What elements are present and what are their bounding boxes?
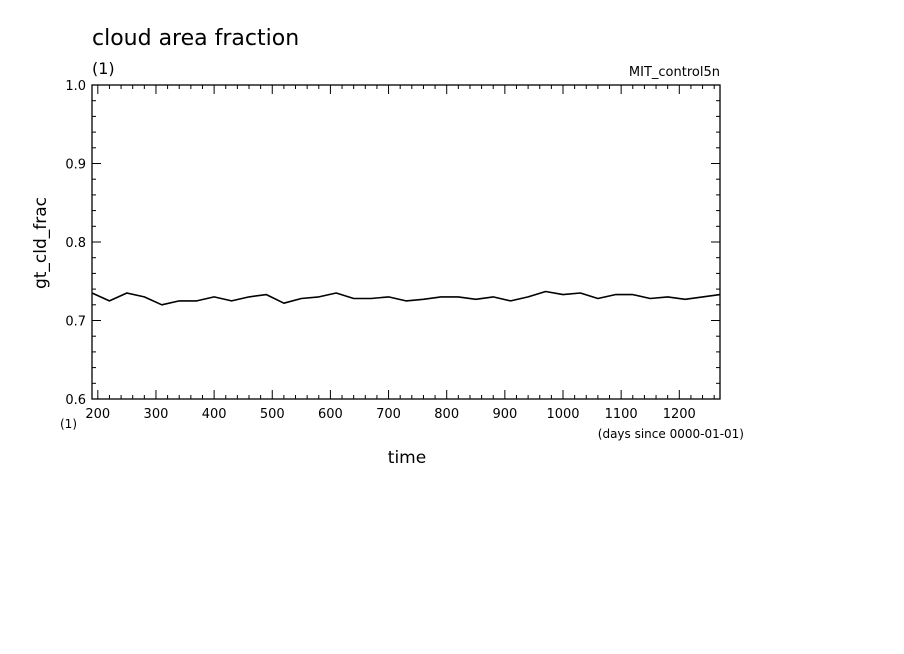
x-tick-label: 600 (318, 407, 343, 422)
x-unit-label: (days since 0000-01-01) (598, 427, 744, 441)
x-tick-labels: 200 300 400 500 600 700 800 900 1000 1100 1200 (85, 407, 695, 422)
title-unit: (1) (92, 59, 115, 78)
y-tick-label: 1.0 (65, 79, 86, 94)
x-tick-label: 1100 (605, 407, 638, 422)
plot-frame (91, 84, 721, 400)
series-line (91, 290, 721, 306)
x-axis-label: time (388, 448, 426, 468)
x-tick-label: 1200 (663, 407, 696, 422)
run-label: MIT_control5n (629, 65, 720, 80)
y-tick-labels: 0.6 0.7 0.8 0.9 1.0 (65, 79, 86, 408)
y-tick-label: 0.7 (65, 315, 86, 330)
x-tick-label: 900 (492, 407, 517, 422)
x-tick-label: 500 (260, 407, 285, 422)
tick-marks (92, 84, 720, 400)
x-tick-label: 400 (202, 407, 227, 422)
plot-axes (91, 84, 721, 400)
x-tick-label: 300 (144, 407, 169, 422)
series-group (91, 290, 721, 306)
x-tick-label: 1000 (546, 407, 579, 422)
x-tick-label: 200 (85, 407, 110, 422)
x-tick-label: 800 (434, 407, 459, 422)
chart-title: cloud area fraction (92, 26, 299, 51)
y-tick-label: 0.9 (65, 158, 86, 173)
y-axis-label: gt_cld_frac (31, 197, 51, 289)
y-tick-label: 0.6 (65, 393, 86, 408)
y-unit-label: (1) (60, 417, 77, 431)
y-tick-label: 0.8 (65, 236, 86, 251)
x-tick-label: 700 (376, 407, 401, 422)
